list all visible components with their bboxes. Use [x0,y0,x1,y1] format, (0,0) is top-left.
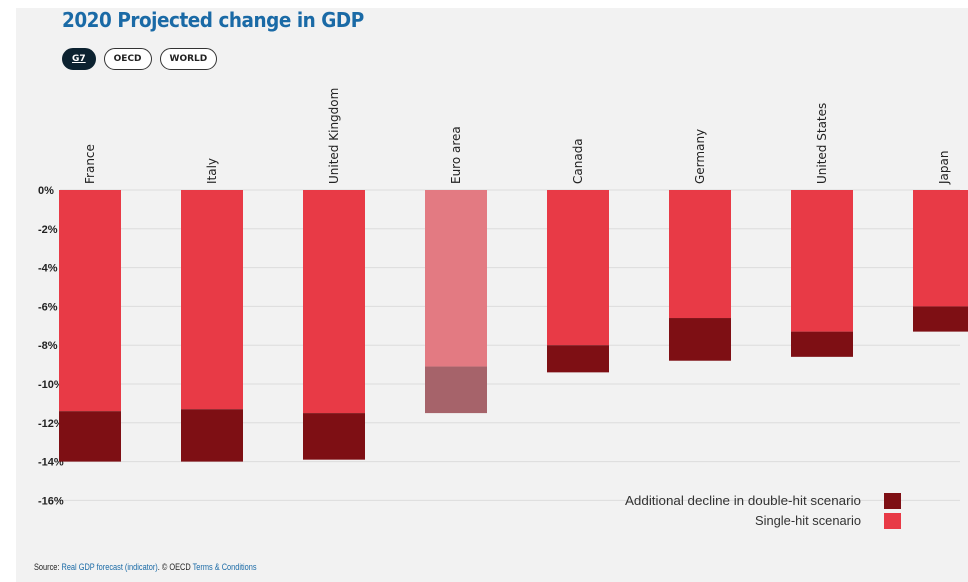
category-label: United Kingdom [327,88,341,184]
bar-double-hit [791,331,853,357]
legend-swatch [884,493,901,509]
y-tick-label: 0% [38,185,54,197]
tab-g7[interactable]: G7 [62,48,96,70]
bar-single-hit [303,190,365,414]
category-label: Germany [693,129,707,184]
chart-title: 2020 Projected change in GDP [62,8,364,32]
bar-double-hit [59,411,121,462]
y-tick-label: -2% [38,224,58,236]
y-tick-label: -12% [38,418,64,430]
bar-double-hit [913,306,968,332]
y-tick-label: -6% [38,301,58,313]
region-tabs: G7 OECD WORLD [62,48,218,70]
tab-oecd[interactable]: OECD [103,48,152,70]
terms-link[interactable]: Terms & Conditions [192,562,257,572]
legend-label: Additional decline in double-hit scenari… [625,493,861,508]
bar-single-hit [669,190,731,319]
source-middle: . © OECD [157,562,193,572]
tab-world[interactable]: WORLD [159,48,218,70]
bar-double-hit [547,345,609,373]
bar-double-hit [425,366,487,414]
source-prefix: Source: [34,562,62,572]
source-indicator-link[interactable]: Real GDP forecast (indicator) [61,562,158,572]
bar-double-hit [669,318,731,361]
bar-single-hit [913,190,968,307]
bar-single-hit [59,190,121,412]
y-tick-label: -14% [38,457,64,469]
category-label: Italy [205,158,219,184]
bar-single-hit [791,190,853,332]
category-label: Euro area [449,126,463,184]
y-tick-label: -8% [38,340,58,352]
bar-single-hit [181,190,243,410]
bar-single-hit [547,190,609,346]
y-tick-label: -10% [38,379,64,391]
bar-double-hit [181,409,243,462]
legend-swatch [884,513,901,529]
source-note: Source: Real GDP forecast (indicator). ©… [34,562,257,572]
y-tick-label: -4% [38,263,58,275]
category-label: France [83,144,97,184]
legend-label: Single-hit scenario [755,513,861,528]
bar-double-hit [303,413,365,460]
y-tick-label: -16% [38,495,64,507]
category-label: Japan [937,151,951,185]
category-label: Canada [571,138,585,184]
category-label: United States [815,103,829,184]
bar-single-hit [425,190,487,367]
